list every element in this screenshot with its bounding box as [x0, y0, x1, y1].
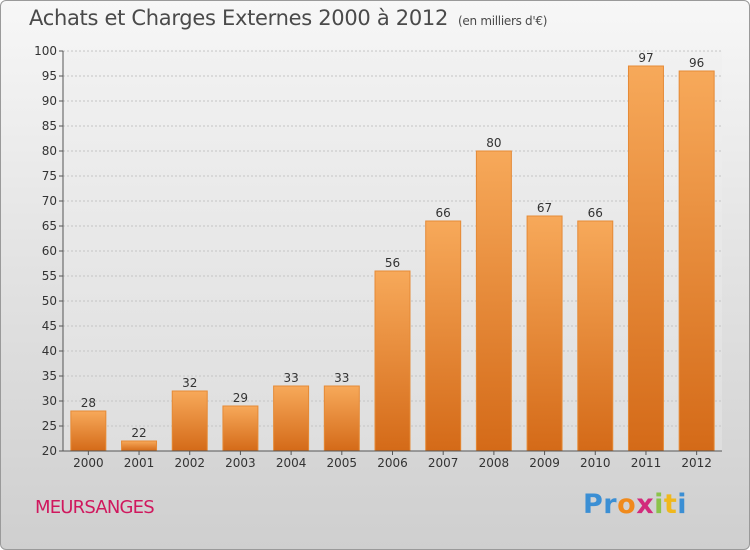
bar-2009	[526, 215, 563, 452]
bar-2010	[577, 220, 614, 452]
x-tick-label-2009: 2009	[529, 456, 560, 470]
x-tick-label-2010: 2010	[580, 456, 611, 470]
y-tick-label: 70	[42, 194, 57, 208]
data-label-2011: 97	[638, 51, 653, 65]
x-tick-label-2008: 2008	[479, 456, 510, 470]
logo-letter: o	[617, 489, 637, 520]
x-tick-label-2000: 2000	[73, 456, 104, 470]
bar-2002	[171, 390, 208, 452]
data-label-2009: 67	[537, 201, 552, 215]
x-tick-label-2006: 2006	[377, 456, 408, 470]
data-label-2003: 29	[233, 391, 248, 405]
y-tick-label: 55	[42, 269, 57, 283]
bar-2006	[374, 270, 411, 452]
y-tick-label: 90	[42, 94, 57, 108]
y-tick-label: 50	[42, 294, 57, 308]
data-label-2010: 66	[588, 206, 603, 220]
y-tick-label: 20	[42, 444, 57, 458]
y-tick-label: 45	[42, 319, 57, 333]
commune-name: MEURSANGES	[35, 497, 155, 518]
bar-2007	[425, 220, 462, 452]
data-label-2005: 33	[334, 371, 349, 385]
data-label-2001: 22	[131, 426, 146, 440]
bar-2004	[273, 385, 310, 452]
x-tick-label-2012: 2012	[681, 456, 712, 470]
y-tick-label: 40	[42, 344, 57, 358]
y-tick-label: 95	[42, 69, 57, 83]
x-tick-label-2007: 2007	[428, 456, 459, 470]
x-tick-label-2004: 2004	[276, 456, 307, 470]
logo-letter: r	[603, 489, 618, 520]
data-label-2006: 56	[385, 256, 400, 270]
data-label-2008: 80	[486, 136, 501, 150]
data-label-2000: 28	[81, 396, 96, 410]
logo-letter: x	[636, 489, 655, 520]
data-label-2007: 66	[436, 206, 451, 220]
y-tick-label: 85	[42, 119, 57, 133]
bar-2001	[121, 440, 158, 452]
y-tick-label: 35	[42, 369, 57, 383]
y-tick-label: 25	[42, 419, 57, 433]
bar-2011	[627, 65, 664, 452]
data-label-2004: 33	[283, 371, 298, 385]
y-tick-label: 65	[42, 219, 57, 233]
bar-2000	[70, 410, 107, 452]
logo-letter: i	[677, 489, 688, 520]
bar-2003	[222, 405, 259, 452]
y-axis: 20 25 30 35 40 45 50 55 60 65 70 75 80 85 90 95 100	[34, 44, 64, 458]
x-axis: 2000 2001 2002 2003 2004 2005 2006 2007 2008 2009…	[63, 450, 722, 470]
bar-2008	[475, 150, 512, 452]
data-label-2002: 32	[182, 376, 197, 390]
data-label-2012: 96	[689, 56, 704, 70]
x-tick-label-2011: 2011	[631, 456, 662, 470]
y-tick-label: 100	[34, 44, 57, 58]
x-tick-label-2003: 2003	[225, 456, 256, 470]
y-tick-label: 75	[42, 169, 57, 183]
y-tick-label: 80	[42, 144, 57, 158]
y-tick-label: 60	[42, 244, 57, 258]
logo-letter: P	[583, 489, 604, 520]
logo-letter: t	[663, 489, 678, 520]
chart-subtitle: (en milliers d'€)	[458, 14, 548, 28]
chart-title: Achats et Charges Externes 2000 à 2012	[29, 6, 449, 30]
data-labels: 28 22 32 29 33 33 56 66 80 67 66 97 96	[81, 51, 705, 440]
x-tick-label-2005: 2005	[327, 456, 358, 470]
proxiti-logo: Proxiti	[583, 489, 687, 520]
y-tick-label: 30	[42, 394, 57, 408]
x-tick-label-2002: 2002	[174, 456, 205, 470]
bar-2012	[678, 70, 715, 452]
logo-letter: i	[654, 489, 664, 520]
x-tick-label-2001: 2001	[124, 456, 155, 470]
chart-title-row: Achats et Charges Externes 2000 à 2012 (e…	[29, 6, 547, 30]
bar-2005	[323, 385, 360, 452]
